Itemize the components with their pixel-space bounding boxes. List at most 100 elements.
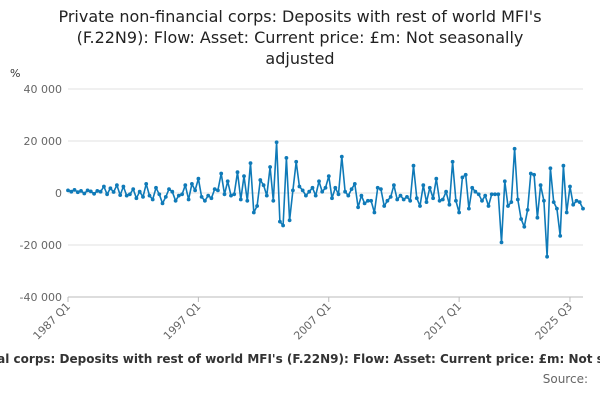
data-point xyxy=(313,193,318,198)
data-point xyxy=(82,191,87,196)
data-point xyxy=(154,185,158,190)
data-point xyxy=(268,165,272,169)
chart-title-line-2: (F.22N9): Flow: Asset: Current price: £m… xyxy=(76,28,524,47)
data-point xyxy=(127,192,132,197)
data-point xyxy=(343,189,347,194)
data-point xyxy=(219,171,224,176)
source-label: Source: xyxy=(542,372,588,386)
data-point xyxy=(173,198,178,203)
data-point xyxy=(454,198,458,203)
data-point xyxy=(176,193,181,198)
data-point xyxy=(418,204,422,208)
data-point xyxy=(512,146,517,151)
chart-title-line-3: adjusted xyxy=(265,49,335,68)
data-point xyxy=(69,189,74,194)
data-point xyxy=(300,188,305,193)
data-point xyxy=(232,192,237,197)
data-point xyxy=(476,192,481,197)
y-axis-unit-label: % xyxy=(10,67,20,80)
data-point xyxy=(545,254,549,259)
data-point xyxy=(274,140,279,145)
data-point xyxy=(571,202,576,207)
data-point xyxy=(183,183,188,188)
data-point xyxy=(411,163,416,168)
data-point xyxy=(287,218,292,223)
x-tick-label: 2025 Q3 xyxy=(533,300,576,343)
data-point xyxy=(421,183,426,188)
data-point xyxy=(408,198,413,203)
data-point xyxy=(470,185,475,190)
data-point xyxy=(506,204,510,208)
data-point xyxy=(558,234,563,238)
data-point xyxy=(98,189,103,194)
data-point xyxy=(437,198,442,203)
data-point xyxy=(75,190,80,195)
data-point xyxy=(88,189,93,194)
data-point xyxy=(180,192,185,197)
data-point xyxy=(388,195,393,199)
data-point xyxy=(349,187,354,192)
y-tick-label: 40 000 xyxy=(24,83,63,96)
data-point xyxy=(489,192,494,197)
data-point xyxy=(392,183,396,188)
data-point xyxy=(310,185,315,190)
data-point xyxy=(457,210,461,215)
data-point xyxy=(258,178,263,182)
data-point xyxy=(281,223,285,228)
data-point xyxy=(424,200,429,205)
data-point xyxy=(519,217,523,221)
data-point xyxy=(385,198,390,203)
x-axis: 1987 Q1 1997 Q1 2007 Q1 2017 Q1 2025 Q3 xyxy=(31,296,583,343)
chart-title: Private non-financial corps: Deposits wi… xyxy=(0,6,600,69)
data-point xyxy=(444,189,448,194)
data-point xyxy=(542,198,546,203)
data-point xyxy=(291,188,295,193)
data-point xyxy=(271,198,276,203)
data-point xyxy=(336,192,341,197)
legend-item[interactable]: Private non-financial corps: Deposits wi… xyxy=(0,352,600,366)
data-point xyxy=(346,193,351,198)
legend[interactable]: Private non-financial corps: Deposits wi… xyxy=(0,352,600,372)
data-point xyxy=(186,197,191,202)
x-tick-label: 1987 Q1 xyxy=(31,300,74,343)
series-line xyxy=(67,141,584,258)
x-tick-label: 2007 Q1 xyxy=(291,300,334,343)
data-point xyxy=(515,197,520,202)
data-point xyxy=(352,182,357,186)
data-point xyxy=(284,156,289,160)
data-point xyxy=(375,185,380,190)
data-point xyxy=(121,184,126,189)
data-point xyxy=(147,193,152,198)
data-point xyxy=(555,206,559,211)
data-point xyxy=(427,185,432,190)
y-tick-label: 0 xyxy=(55,187,62,200)
data-point xyxy=(568,184,572,189)
data-point xyxy=(326,174,331,179)
data-point xyxy=(190,182,194,186)
data-point xyxy=(229,193,233,198)
data-point xyxy=(294,159,299,164)
data-point xyxy=(431,196,435,201)
data-point xyxy=(372,210,377,215)
data-point xyxy=(297,184,302,189)
data-point xyxy=(111,190,116,194)
data-point xyxy=(317,179,321,184)
data-point xyxy=(118,193,123,198)
data-point xyxy=(225,179,230,184)
data-point xyxy=(561,163,566,168)
data-point xyxy=(137,189,142,194)
data-point xyxy=(193,188,198,193)
data-point xyxy=(538,183,543,188)
data-point xyxy=(278,219,282,224)
plot-area xyxy=(66,140,585,259)
data-point xyxy=(359,193,364,198)
data-point xyxy=(261,183,266,188)
data-point xyxy=(92,191,96,196)
data-point xyxy=(356,205,360,210)
data-point xyxy=(124,193,129,198)
data-point xyxy=(206,193,211,198)
data-point xyxy=(85,188,90,193)
data-point xyxy=(66,188,70,193)
data-point xyxy=(330,196,334,201)
data-point xyxy=(163,195,168,199)
